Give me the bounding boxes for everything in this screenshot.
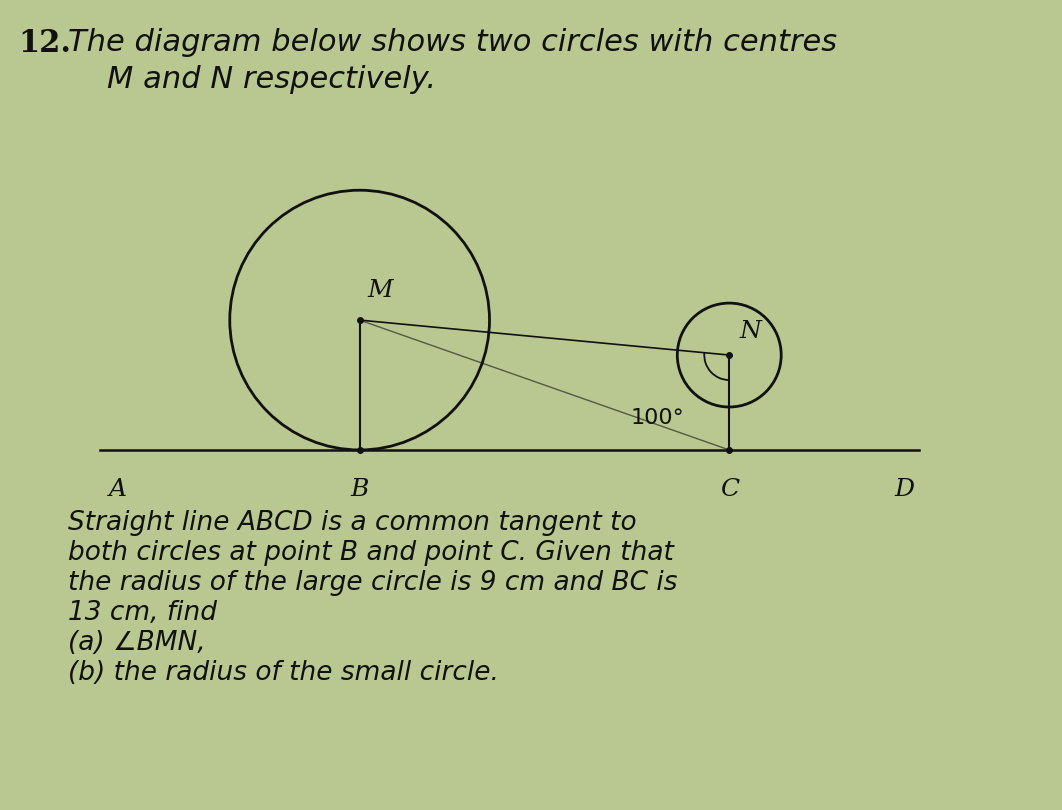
Text: both circles at point B and point C. Given that: both circles at point B and point C. Giv… bbox=[68, 539, 673, 566]
Text: Straight line ABCD is a common tangent to: Straight line ABCD is a common tangent t… bbox=[68, 509, 636, 536]
Text: N: N bbox=[739, 320, 761, 343]
Text: M: M bbox=[367, 279, 393, 302]
Text: 100°: 100° bbox=[631, 408, 684, 428]
Text: A: A bbox=[109, 478, 126, 501]
Text: 13 cm, find: 13 cm, find bbox=[68, 599, 217, 626]
Text: C: C bbox=[720, 478, 739, 501]
Text: M and N respectively.: M and N respectively. bbox=[68, 66, 436, 94]
Text: 12.: 12. bbox=[18, 28, 71, 59]
Text: The diagram below shows two circles with centres: The diagram below shows two circles with… bbox=[68, 28, 837, 58]
Text: (b) the radius of the small circle.: (b) the radius of the small circle. bbox=[68, 659, 499, 686]
Text: (a) ∠BMN,: (a) ∠BMN, bbox=[68, 629, 206, 656]
Text: the radius of the large circle is 9 cm and BC is: the radius of the large circle is 9 cm a… bbox=[68, 569, 678, 596]
Text: D: D bbox=[894, 478, 914, 501]
Text: B: B bbox=[350, 478, 369, 501]
